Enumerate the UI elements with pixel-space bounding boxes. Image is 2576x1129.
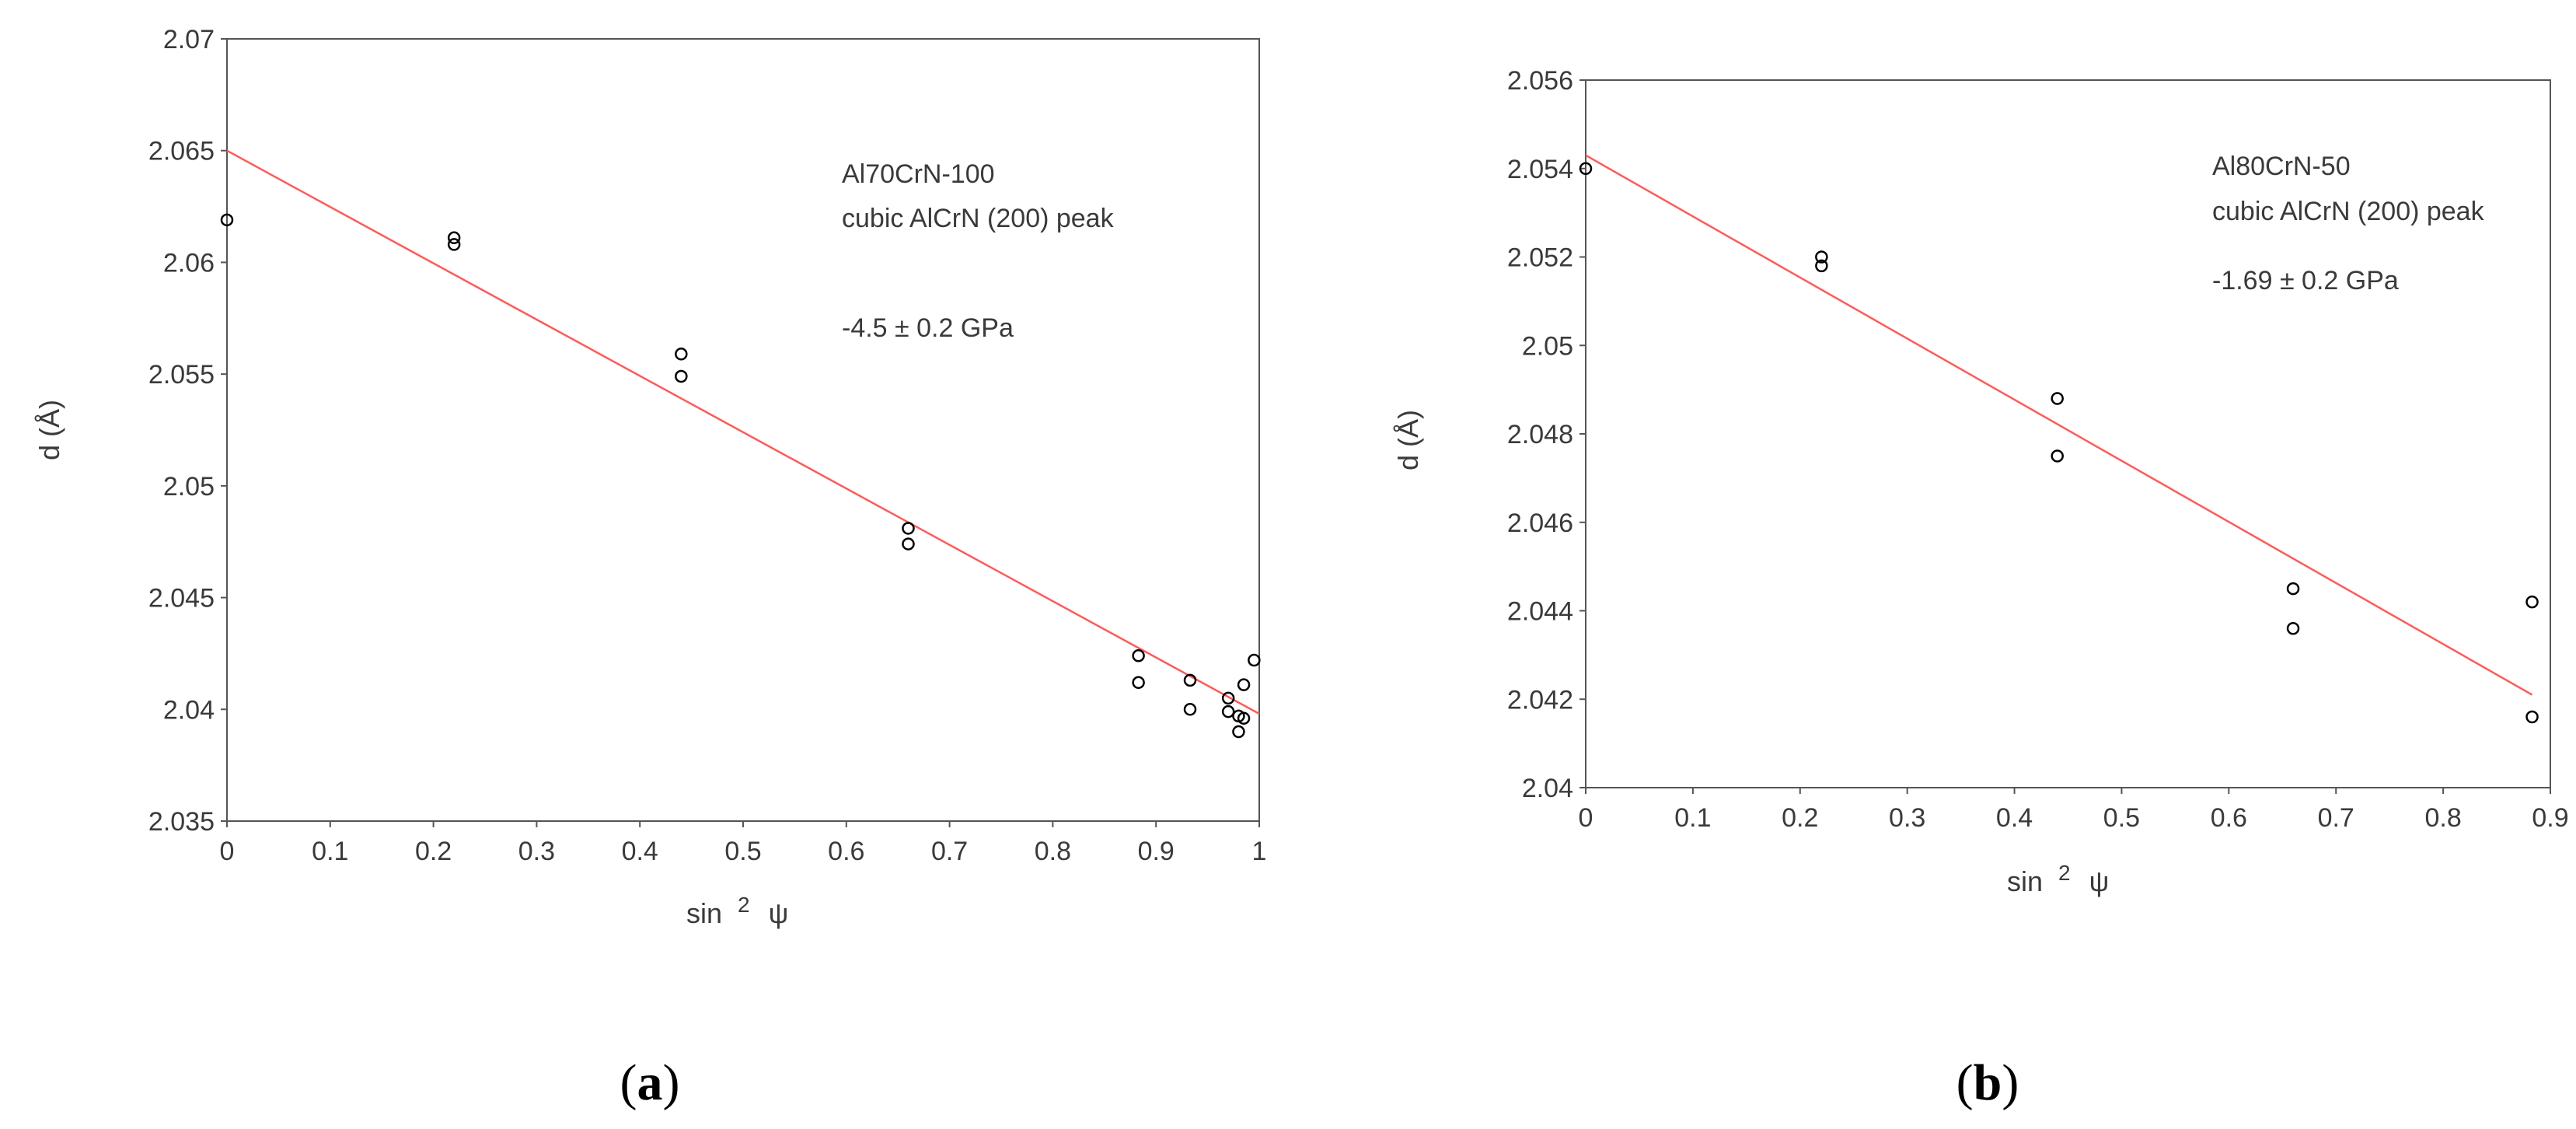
data-point	[1132, 649, 1145, 662]
y-tick-label: 2.052	[1507, 243, 1573, 273]
data-point	[1232, 725, 1245, 739]
y-tick-label: 2.04	[163, 695, 215, 725]
x-tick-label: 0.4	[1996, 803, 2033, 833]
x-axis-title-symbol: ψ	[2089, 865, 2110, 897]
data-point	[2051, 449, 2064, 463]
data-point	[902, 537, 915, 551]
x-tick-label: 0.9	[2532, 803, 2568, 833]
x-tick-label: 0.7	[931, 837, 968, 866]
x-tick-label: 0.6	[2211, 803, 2247, 833]
x-tick-label: 0.2	[1782, 803, 1818, 833]
x-tick-label: 0.8	[1035, 837, 1071, 866]
x-tick-label: 0.5	[724, 837, 761, 866]
x-axis-title-text: sin	[686, 897, 722, 929]
x-tick-label: 0.3	[518, 837, 555, 866]
fit-line-layer	[226, 149, 1260, 715]
data-point	[1579, 162, 1593, 175]
data-point	[2525, 595, 2539, 609]
annotation-sample: Al80CrN-50	[2212, 152, 2351, 181]
data-point	[2525, 710, 2539, 724]
y-tick-label: 2.045	[148, 584, 215, 613]
x-tick-label: 0.4	[622, 837, 658, 866]
data-point	[1221, 691, 1235, 705]
data-point	[902, 522, 915, 535]
data-point	[675, 369, 688, 383]
data-point	[675, 348, 688, 361]
y-tick-label: 2.065	[148, 137, 215, 166]
data-point	[2051, 392, 2064, 405]
x-tick-label: 0.9	[1138, 837, 1175, 866]
data-point	[2286, 582, 2300, 596]
x-tick-label: 0.8	[2424, 803, 2461, 833]
y-tick-label: 2.042	[1507, 685, 1573, 715]
panel-letter-b: b	[1974, 1054, 2002, 1111]
x-tick-label: 1	[1252, 837, 1267, 866]
x-axis-title: sin 2 ψ	[686, 886, 788, 929]
y-tick-label: 2.04	[1522, 774, 1573, 803]
x-tick-label: 0.1	[312, 837, 348, 866]
axis-ticks	[1579, 79, 2551, 794]
annotation-peak: cubic AlCrN (200) peak	[2212, 197, 2485, 226]
tick-labels: 0 0.1 0.2 0.3 0.4 0.5 0.6 0.7 0.8 0.9 1 2.035 2.04 2.…	[148, 25, 1267, 866]
x-axis-title: sin 2 ψ	[2007, 855, 2109, 897]
x-tick-label: 0	[220, 837, 235, 866]
data-point	[1815, 250, 1828, 264]
y-tick-label: 2.07	[163, 25, 215, 54]
y-tick-label: 2.056	[1507, 66, 1573, 96]
x-tick-label: 0.6	[828, 837, 864, 866]
y-tick-label: 2.06	[163, 248, 215, 278]
axis-ticks	[221, 38, 1260, 827]
linear-fit-line	[1585, 154, 2533, 696]
x-tick-label: 0.2	[415, 837, 452, 866]
data-point	[1815, 259, 1828, 273]
x-tick-label: 0.1	[1674, 803, 1711, 833]
data-point	[447, 238, 461, 251]
plot-area-frame	[1585, 79, 2551, 788]
tick-labels: 0 0.1 0.2 0.3 0.4 0.5 0.6 0.7 0.8 0.9 2.04 2.042 2.0…	[1507, 66, 2569, 833]
data-point	[1237, 711, 1251, 725]
x-axis-title-text: sin	[2007, 865, 2043, 897]
data-point	[1132, 676, 1145, 690]
linear-fit-line	[226, 149, 1260, 715]
panel-label-a: (a)	[620, 1054, 680, 1111]
data-point	[2286, 622, 2300, 635]
annotation-stress: -4.5 ± 0.2 GPa	[842, 313, 1014, 343]
y-tick-label: 2.05	[1522, 331, 1573, 361]
x-axis-title-superscript: 2	[2058, 861, 2071, 885]
data-point	[1221, 704, 1235, 718]
annotation-peak: cubic AlCrN (200) peak	[842, 204, 1115, 233]
chart-panel-a: 0 0.1 0.2 0.3 0.4 0.5 0.6 0.7 0.8 0.9 1 2.035 2.04 2.…	[33, 25, 1266, 1111]
panel-letter-a: a	[637, 1054, 663, 1111]
y-tick-label: 2.054	[1507, 155, 1573, 184]
panel-label-b: (b)	[1956, 1054, 2019, 1111]
y-axis-title: d (Å)	[1392, 410, 1424, 470]
data-point	[1183, 673, 1197, 687]
y-tick-label: 2.055	[148, 360, 215, 390]
y-tick-label: 2.044	[1507, 597, 1573, 627]
chart-panel-b: 0 0.1 0.2 0.3 0.4 0.5 0.6 0.7 0.8 0.9 2.04 2.042 2.0…	[1392, 66, 2569, 1111]
x-tick-label: 0.5	[2103, 803, 2140, 833]
data-points-layer	[1579, 162, 2539, 724]
x-axis-title-superscript: 2	[738, 893, 750, 917]
data-point	[220, 213, 234, 227]
annotation-sample: Al70CrN-100	[842, 159, 995, 189]
x-axis-title-symbol: ψ	[769, 897, 789, 929]
fit-line-layer	[1585, 154, 2533, 696]
x-tick-label: 0.3	[1889, 803, 1925, 833]
y-tick-label: 2.048	[1507, 420, 1573, 449]
data-point	[1237, 678, 1251, 691]
y-tick-label: 2.046	[1507, 509, 1573, 538]
x-tick-label: 0	[1579, 803, 1593, 833]
y-axis-title: d (Å)	[33, 400, 65, 460]
data-point	[1248, 653, 1261, 667]
x-tick-label: 0.7	[2318, 803, 2354, 833]
y-tick-label: 2.05	[163, 472, 215, 502]
data-point	[447, 231, 461, 245]
data-points-layer	[220, 213, 1261, 739]
plot-area-frame	[226, 38, 1260, 822]
annotation-stress: -1.69 ± 0.2 GPa	[2212, 266, 2399, 295]
y-tick-label: 2.035	[148, 807, 215, 837]
data-point	[1183, 703, 1197, 716]
